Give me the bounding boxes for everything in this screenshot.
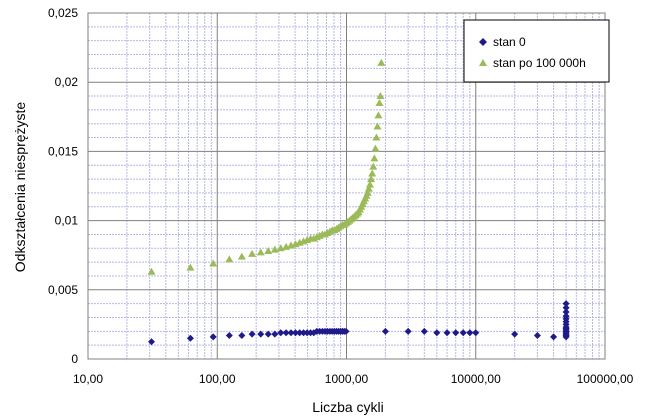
data-point bbox=[270, 245, 279, 253]
data-point bbox=[248, 330, 256, 338]
y-tick-label: 0,02 bbox=[55, 75, 79, 89]
data-point bbox=[238, 331, 246, 339]
x-tick-label: 10,00 bbox=[73, 372, 103, 386]
data-point bbox=[256, 248, 265, 256]
data-point bbox=[377, 58, 386, 66]
data-point bbox=[365, 180, 374, 188]
data-point bbox=[277, 329, 285, 337]
data-point bbox=[420, 327, 428, 335]
data-point bbox=[472, 329, 480, 337]
legend-label-stan-po-100000h: stan po 100 000h bbox=[493, 56, 586, 70]
data-point bbox=[147, 267, 156, 275]
data-point bbox=[186, 334, 194, 342]
data-point bbox=[287, 329, 295, 337]
x-tick-label: 100000,00 bbox=[577, 372, 634, 386]
data-point bbox=[562, 312, 570, 320]
data-point bbox=[225, 331, 233, 339]
data-point bbox=[363, 188, 372, 196]
data-point bbox=[562, 308, 570, 316]
y-tick-label: 0,015 bbox=[48, 144, 78, 158]
data-point bbox=[374, 111, 383, 119]
data-point bbox=[368, 169, 377, 177]
x-axis-ticks: 10,00 100,00 1000,00 10000,00 100000,00 bbox=[73, 372, 634, 386]
data-point bbox=[533, 331, 541, 339]
data-point bbox=[257, 330, 265, 338]
data-point bbox=[225, 255, 234, 263]
data-point bbox=[466, 329, 474, 337]
y-tick-label: 0,005 bbox=[48, 283, 78, 297]
data-point bbox=[291, 329, 299, 337]
x-tick-label: 100,00 bbox=[199, 372, 236, 386]
data-point bbox=[459, 329, 467, 337]
plot-area bbox=[87, 12, 606, 360]
y-axis-title: Odkształcenia niesprężyste bbox=[12, 102, 28, 273]
data-point bbox=[370, 154, 379, 162]
y-tick-label: 0,025 bbox=[48, 6, 78, 20]
legend-box bbox=[463, 19, 610, 83]
data-point bbox=[562, 304, 570, 312]
data-point bbox=[300, 329, 308, 337]
data-point bbox=[452, 329, 460, 337]
data-point bbox=[264, 330, 272, 338]
series-0 bbox=[148, 300, 570, 346]
x-axis-title: Liczba cykli bbox=[312, 399, 384, 415]
data-point bbox=[186, 263, 195, 271]
legend: stan 0 stan po 100 000h bbox=[463, 19, 610, 83]
data-point bbox=[148, 338, 156, 346]
legend-item-stan-po-100000h: stan po 100 000h bbox=[479, 56, 586, 70]
data-point bbox=[381, 327, 389, 335]
data-point bbox=[237, 252, 246, 260]
diamond-marker-icon bbox=[479, 38, 487, 46]
data-point bbox=[271, 330, 279, 338]
legend-item-stan-0: stan 0 bbox=[479, 35, 526, 49]
data-point bbox=[209, 259, 218, 267]
data-point bbox=[364, 184, 373, 192]
x-tick-label: 1000,00 bbox=[325, 372, 369, 386]
y-axis-ticks: 0 0,005 0,01 0,015 0,02 0,025 bbox=[48, 6, 78, 366]
x-tick-label: 10000,00 bbox=[451, 372, 501, 386]
data-point bbox=[367, 175, 376, 183]
data-point bbox=[282, 329, 290, 337]
data-point bbox=[372, 133, 381, 141]
data-point bbox=[342, 327, 350, 335]
data-point bbox=[511, 330, 519, 338]
data-point bbox=[550, 333, 558, 341]
data-point bbox=[443, 329, 451, 337]
series-layer bbox=[147, 58, 570, 346]
y-tick-label: 0,01 bbox=[55, 214, 79, 228]
data-point bbox=[248, 249, 257, 257]
series-1 bbox=[147, 58, 386, 275]
data-point bbox=[433, 329, 441, 337]
y-tick-label: 0 bbox=[71, 352, 78, 366]
data-point bbox=[371, 144, 380, 152]
data-point bbox=[375, 98, 384, 106]
data-point bbox=[404, 327, 412, 335]
data-point bbox=[369, 162, 378, 170]
data-point bbox=[296, 329, 304, 337]
data-point bbox=[264, 247, 273, 255]
data-point bbox=[376, 92, 385, 100]
data-point bbox=[373, 122, 382, 130]
triangle-marker-icon bbox=[479, 59, 487, 66]
data-point bbox=[209, 333, 217, 341]
legend-label-stan-0: stan 0 bbox=[493, 35, 526, 49]
data-point bbox=[562, 300, 570, 308]
